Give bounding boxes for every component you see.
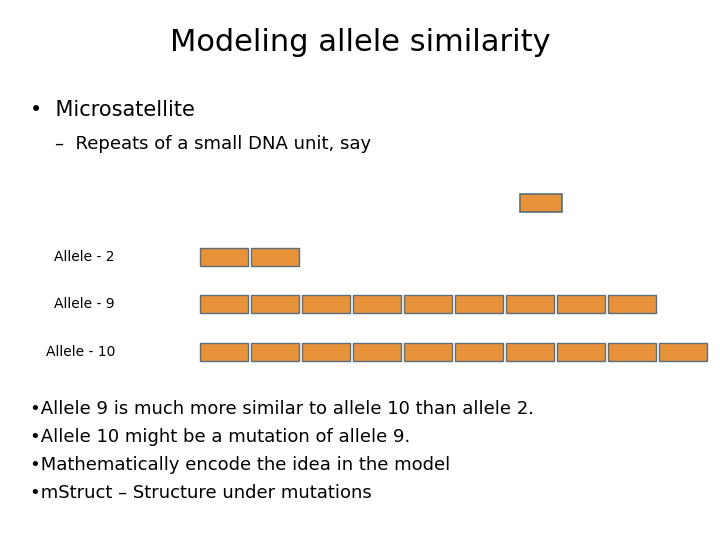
Text: •mStruct – Structure under mutations: •mStruct – Structure under mutations bbox=[30, 484, 372, 502]
Text: Modeling allele similarity: Modeling allele similarity bbox=[170, 28, 550, 57]
Bar bbox=[404, 343, 452, 361]
Bar bbox=[608, 343, 656, 361]
Bar bbox=[353, 295, 401, 313]
Text: •Allele 10 might be a mutation of allele 9.: •Allele 10 might be a mutation of allele… bbox=[30, 428, 410, 446]
Text: –  Repeats of a small DNA unit, say: – Repeats of a small DNA unit, say bbox=[55, 135, 371, 153]
Bar bbox=[302, 343, 350, 361]
Bar bbox=[404, 295, 452, 313]
Bar bbox=[251, 295, 299, 313]
Bar bbox=[251, 343, 299, 361]
Bar bbox=[520, 194, 562, 212]
Bar bbox=[200, 295, 248, 313]
Bar bbox=[200, 248, 248, 266]
Bar bbox=[302, 295, 350, 313]
Bar bbox=[659, 343, 707, 361]
Text: Allele - 9: Allele - 9 bbox=[55, 297, 115, 311]
Text: •Allele 9 is much more similar to allele 10 than allele 2.: •Allele 9 is much more similar to allele… bbox=[30, 400, 534, 418]
Text: •  Microsatellite: • Microsatellite bbox=[30, 100, 195, 120]
Bar bbox=[557, 343, 605, 361]
Text: •Mathematically encode the idea in the model: •Mathematically encode the idea in the m… bbox=[30, 456, 450, 474]
Bar bbox=[251, 248, 299, 266]
Bar bbox=[608, 295, 656, 313]
Text: Allele - 2: Allele - 2 bbox=[55, 250, 115, 264]
Bar bbox=[455, 343, 503, 361]
Bar bbox=[557, 295, 605, 313]
Bar bbox=[455, 295, 503, 313]
Text: Allele - 10: Allele - 10 bbox=[45, 345, 115, 359]
Bar bbox=[506, 343, 554, 361]
Bar bbox=[506, 295, 554, 313]
Bar bbox=[353, 343, 401, 361]
Bar bbox=[200, 343, 248, 361]
